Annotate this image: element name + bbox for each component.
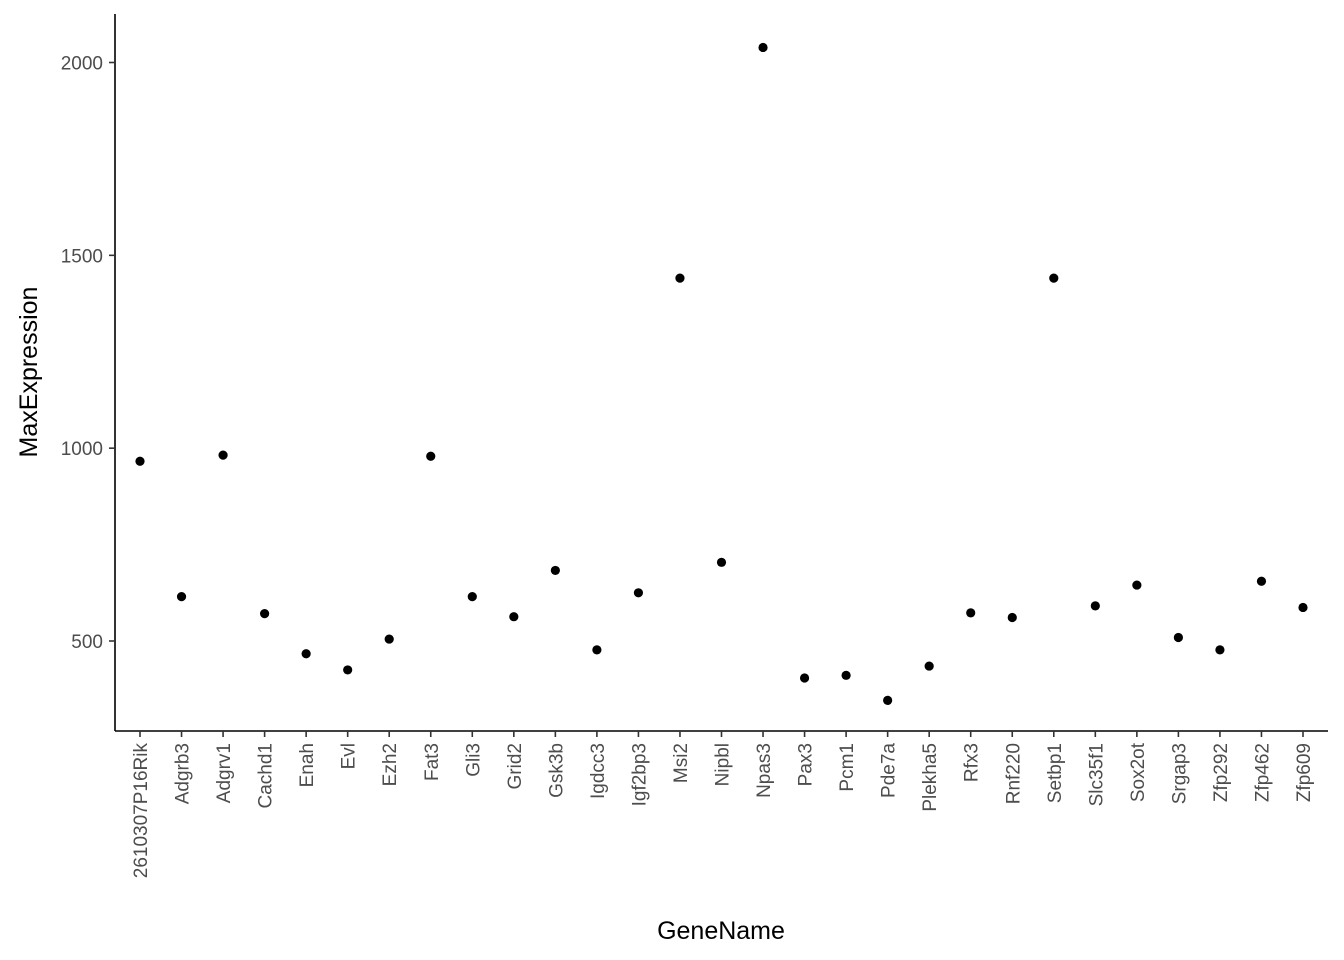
x-tick-label: Sox2ot	[1128, 742, 1149, 802]
x-tick-label: Msi2	[671, 743, 692, 783]
x-tick-label: Igf2bp3	[629, 743, 650, 806]
x-tick-label: 2610307P16Rik	[131, 743, 152, 879]
data-point	[633, 588, 644, 598]
y-tick-label: 1000	[61, 439, 103, 460]
data-point	[384, 634, 394, 644]
y-tick-label: 2000	[61, 54, 103, 75]
data-point	[966, 608, 976, 618]
x-tick-label: Rfx3	[962, 743, 983, 782]
x-axis-title: GeneName	[657, 917, 785, 945]
data-point	[1090, 601, 1100, 611]
data-point	[758, 42, 768, 53]
x-tick-label: Ezh2	[380, 743, 401, 786]
data-point	[799, 673, 810, 683]
x-tick-label: Zfp609	[1294, 743, 1315, 802]
data-point	[1049, 273, 1059, 283]
data-point	[716, 557, 727, 567]
data-point	[675, 273, 685, 283]
y-tick-label: 500	[71, 632, 103, 653]
x-tick-label: Adgrv1	[214, 743, 235, 803]
x-tick-label: Pcm1	[837, 743, 858, 792]
x-tick-label: Gsk3b	[546, 743, 567, 798]
data-point	[426, 451, 436, 461]
x-tick-label: Nipbl	[713, 743, 734, 786]
x-tick-label: Cachd1	[256, 743, 277, 809]
x-tick-label: Adgrb3	[173, 743, 194, 804]
x-tick-label: Plekha5	[920, 743, 941, 812]
data-point	[260, 609, 270, 619]
data-point	[592, 645, 602, 655]
data-point	[924, 661, 934, 671]
data-point	[550, 565, 560, 576]
x-tick-label: Zfp462	[1252, 743, 1273, 802]
data-point	[1173, 632, 1183, 643]
data-point	[509, 612, 519, 622]
data-point	[841, 670, 851, 680]
x-ticks: 2610307P16Rik Adgrb3 Adgrv1 Cachd1 Enah Evl Ez…	[131, 731, 1315, 878]
data-point	[135, 456, 145, 466]
x-tick-label: Slc35f1	[1086, 743, 1107, 806]
data-point	[343, 665, 353, 675]
axes	[114, 14, 1328, 732]
x-tick-label: Npas3	[754, 743, 775, 798]
data-point	[1007, 612, 1017, 623]
data-point	[176, 592, 187, 602]
data-point	[1256, 576, 1267, 586]
data-point	[1132, 580, 1142, 590]
x-tick-label: Fat3	[422, 743, 443, 781]
x-tick-label: Pax3	[796, 743, 817, 786]
x-tick-label: Setbp1	[1045, 743, 1066, 803]
data-point	[467, 592, 477, 602]
x-tick-label: Evl	[339, 743, 360, 769]
y-ticks: 500 1000 1500 2000	[61, 54, 115, 653]
x-tick-label: Grid2	[505, 743, 526, 789]
x-tick-label: Pde7a	[879, 743, 900, 798]
y-tick-label: 1500	[61, 246, 103, 267]
data-point	[883, 695, 893, 705]
data-point	[1215, 645, 1225, 655]
data-point	[218, 450, 228, 460]
data-points	[135, 42, 1308, 705]
x-tick-label: Rnf220	[1003, 743, 1024, 804]
x-tick-label: Enah	[297, 743, 318, 787]
x-tick-label: Srgap3	[1169, 743, 1190, 804]
x-tick-label: Gli3	[463, 743, 484, 777]
data-point	[1298, 602, 1308, 613]
x-tick-label: Igdcc3	[588, 743, 609, 799]
x-tick-label: Zfp292	[1211, 743, 1232, 802]
y-axis-title: MaxExpression	[15, 287, 43, 458]
data-point	[301, 649, 311, 659]
